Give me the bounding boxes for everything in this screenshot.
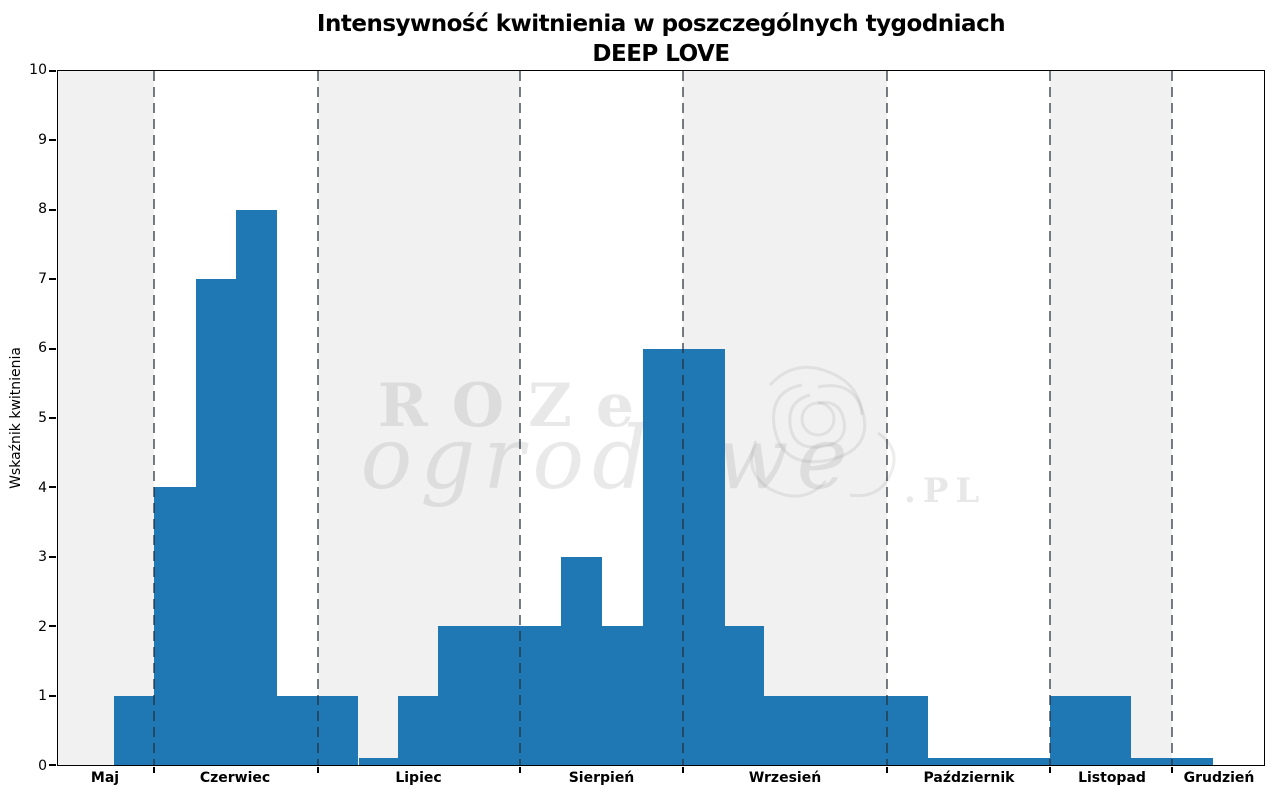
bar-segment <box>235 209 277 765</box>
x-tick-mark <box>1049 767 1052 773</box>
month-band <box>1050 71 1173 765</box>
y-tick-mark <box>49 278 56 281</box>
bar-segment <box>763 695 928 765</box>
bar-segment <box>724 626 764 765</box>
month-label: Sierpień <box>568 770 635 786</box>
y-tick-label: 1 <box>38 688 47 705</box>
month-boundary-line <box>316 71 319 765</box>
bar-segment <box>195 279 236 765</box>
month-boundary-line <box>681 71 684 765</box>
y-tick-mark <box>49 208 56 211</box>
month-label: Czerwiec <box>199 770 271 786</box>
y-tick-label: 4 <box>38 479 47 496</box>
bar-segment <box>153 487 196 765</box>
bar-segment <box>602 626 644 765</box>
month-label: Lipiec <box>395 770 442 786</box>
x-tick-mark <box>316 767 319 773</box>
y-axis-tick-labels: 0 1 2 3 4 5 6 7 8 9 10 <box>0 62 47 774</box>
y-tick-label: 5 <box>38 410 47 426</box>
bar-segment <box>398 695 439 765</box>
y-tick-label: 0 <box>38 758 47 774</box>
y-tick-mark <box>49 347 56 350</box>
bar-segment <box>438 626 562 765</box>
x-tick-mark <box>152 767 155 773</box>
month-label: Wrzesień <box>748 770 822 786</box>
month-boundary-line <box>1171 71 1174 765</box>
month-boundary-line <box>1049 71 1052 765</box>
y-tick-label: 2 <box>38 618 47 635</box>
x-tick-mark <box>519 767 522 773</box>
y-tick-label: 7 <box>38 270 47 287</box>
y-tick-label: 9 <box>38 131 47 148</box>
y-tick-label: 6 <box>38 340 47 357</box>
plot-area: ROZe ogrodowe .PL <box>49 70 1265 773</box>
month-label: Listopad <box>1078 770 1146 786</box>
bar-segment <box>927 758 1051 765</box>
y-tick-mark <box>49 764 56 766</box>
y-tick-label: 3 <box>38 549 47 566</box>
y-tick-mark <box>49 417 56 419</box>
chart-title: Intensywność kwitnienia w poszczególnych… <box>316 11 1006 37</box>
x-tick-mark <box>885 767 888 773</box>
month-label: Maj <box>90 770 120 786</box>
x-tick-mark <box>681 767 684 773</box>
y-tick-label: 10 <box>29 62 47 78</box>
month-band <box>58 71 154 765</box>
y-tick-mark <box>49 694 56 697</box>
x-tick-mark <box>1171 767 1174 773</box>
bar-segment <box>561 556 603 765</box>
watermark-pl-text: .PL <box>904 471 987 511</box>
month-boundary-line <box>519 71 522 765</box>
month-boundary-line <box>152 71 155 765</box>
y-tick-mark <box>49 486 56 489</box>
month-boundary-line <box>885 71 888 765</box>
x-axis-month-labels: Maj Czerwiec Lipiec Sierpień Wrzesień Paździe… <box>57 770 1265 794</box>
y-tick-mark <box>49 625 56 628</box>
month-label: Październik <box>923 770 1015 786</box>
month-label: Grudzień <box>1183 770 1255 786</box>
bar-segment <box>113 695 154 765</box>
y-tick-mark <box>49 70 56 72</box>
bar-segment <box>358 758 399 765</box>
chart-subtitle: DEEP LOVE <box>592 41 730 67</box>
bar-segment <box>1050 695 1132 765</box>
y-tick-label: 8 <box>38 201 47 218</box>
y-tick-mark <box>49 139 56 142</box>
y-tick-mark <box>49 555 56 558</box>
